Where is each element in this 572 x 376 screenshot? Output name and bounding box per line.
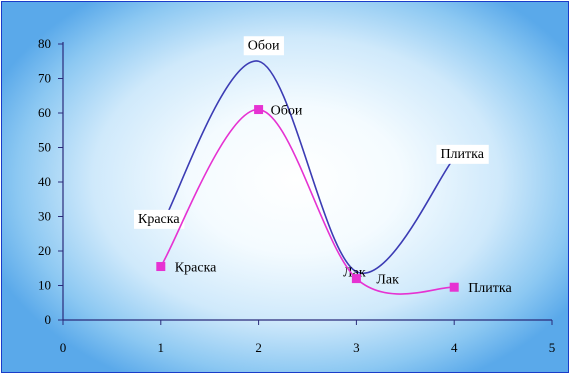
data-label: Краска bbox=[175, 261, 217, 276]
y-tick-label: 50 bbox=[38, 140, 51, 155]
data-label: Обои bbox=[248, 38, 280, 53]
y-tick-label: 80 bbox=[38, 36, 51, 51]
data-label: Обои bbox=[271, 104, 303, 119]
series-line bbox=[160, 108, 455, 295]
x-tick-label: 2 bbox=[255, 340, 262, 355]
data-label: Плитка bbox=[440, 147, 484, 162]
data-label: Краска bbox=[138, 212, 180, 227]
y-tick-label: 10 bbox=[38, 278, 51, 293]
data-point-marker bbox=[156, 262, 166, 272]
data-point-marker bbox=[254, 105, 264, 115]
y-tick-label: 0 bbox=[45, 312, 52, 327]
y-tick-label: 60 bbox=[38, 105, 51, 120]
data-label-background bbox=[436, 144, 489, 164]
x-tick-label: 4 bbox=[451, 340, 458, 355]
y-tick-label: 30 bbox=[38, 209, 51, 224]
y-tick-label: 20 bbox=[38, 243, 51, 258]
data-point-marker bbox=[449, 282, 459, 292]
data-label: Лак bbox=[376, 273, 399, 288]
x-tick-label: 3 bbox=[353, 340, 360, 355]
y-tick-label: 40 bbox=[38, 174, 51, 189]
x-tick-label: 5 bbox=[549, 340, 556, 355]
y-tick-label: 70 bbox=[38, 71, 51, 86]
data-point-marker bbox=[351, 274, 361, 284]
data-label: Плитка bbox=[468, 281, 512, 296]
x-tick-label: 1 bbox=[158, 340, 165, 355]
data-label-background bbox=[243, 36, 284, 56]
x-tick-label: 0 bbox=[60, 340, 67, 355]
series-line bbox=[160, 60, 455, 275]
data-label-background bbox=[134, 209, 185, 229]
